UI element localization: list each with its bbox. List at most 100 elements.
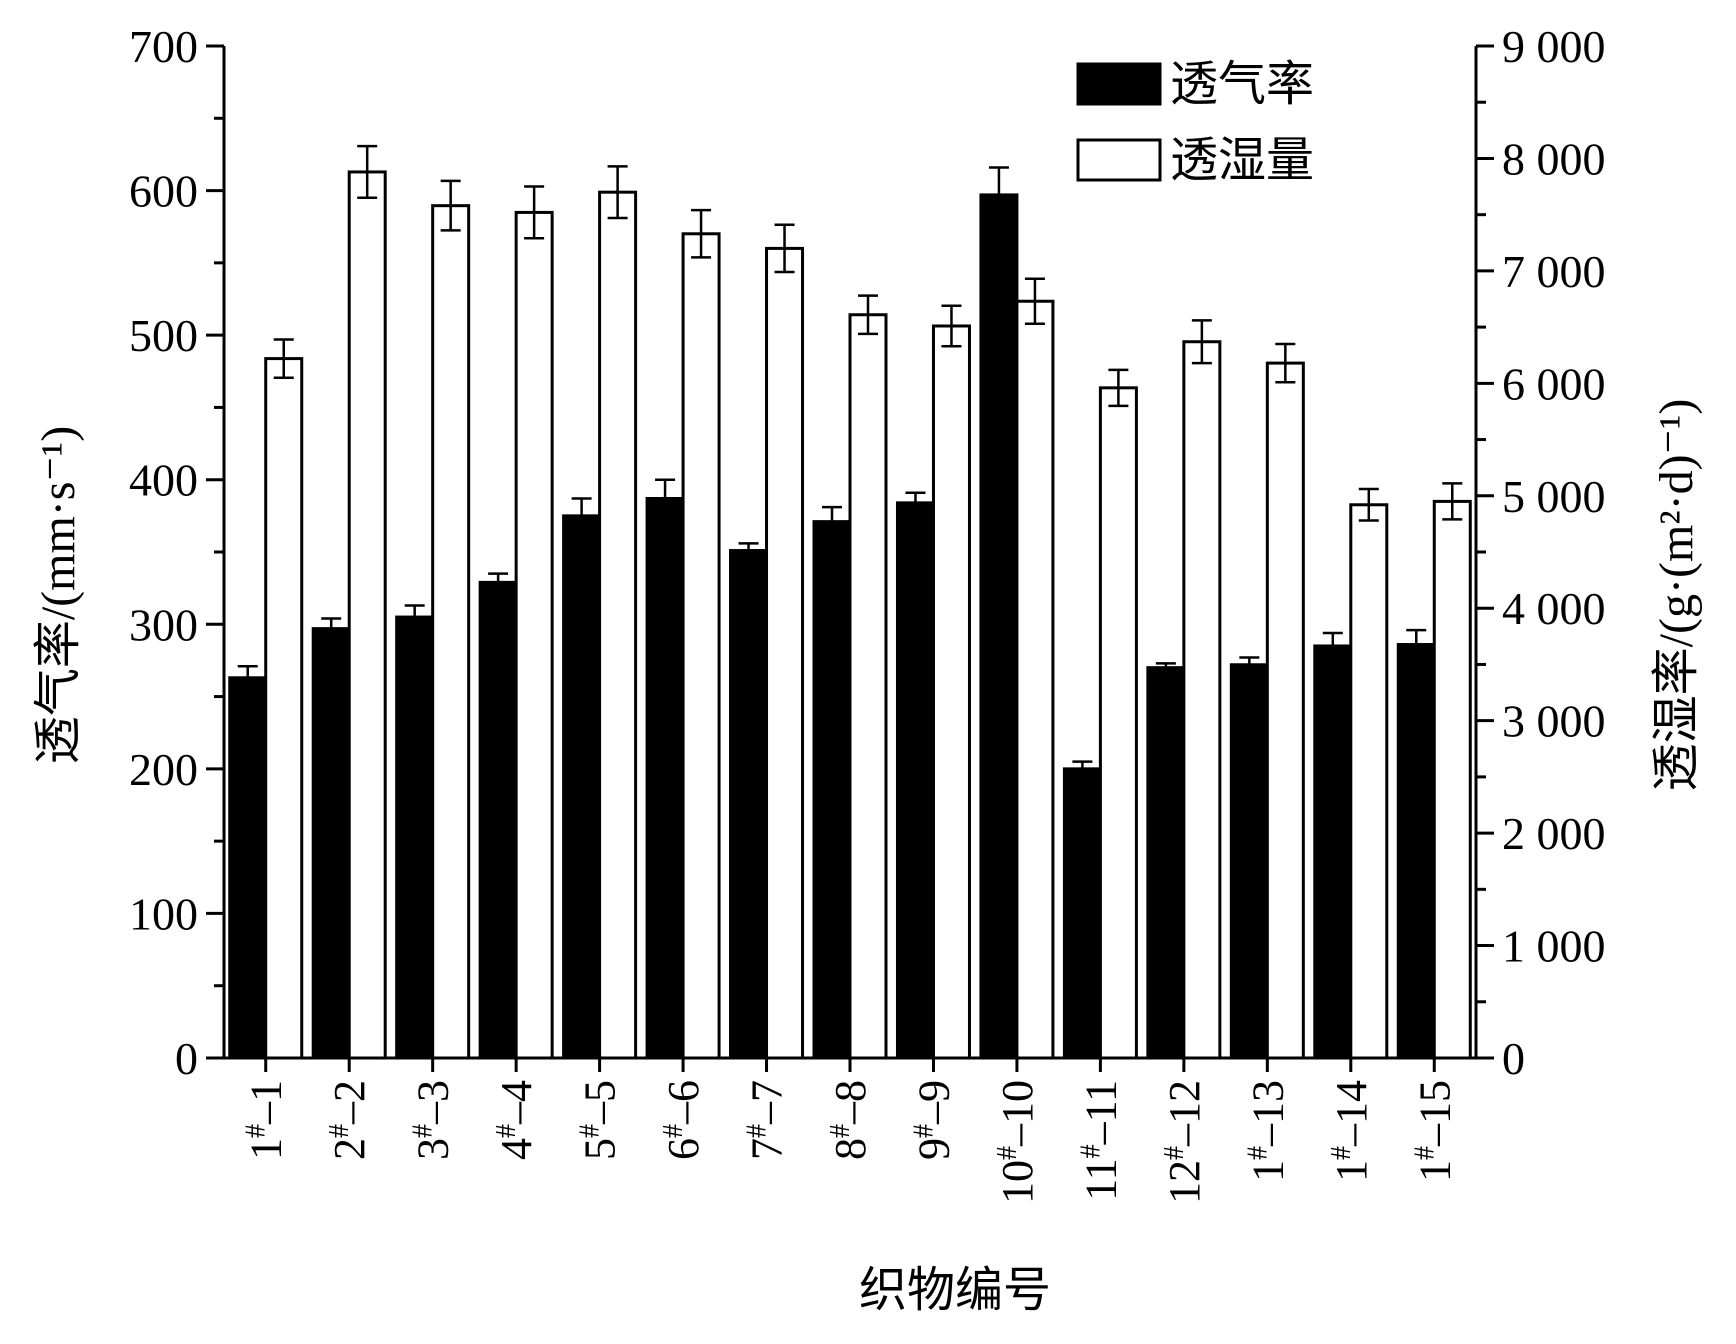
error-bar-moisture-permeability-12 <box>1191 319 1212 365</box>
bar-moisture-permeability-13 <box>1265 361 1305 1060</box>
category-label-2: 2#–2 <box>324 1080 374 1160</box>
error-bar-moisture-permeability-14 <box>1358 487 1379 522</box>
bar-moisture-permeability-9 <box>931 324 971 1060</box>
right-y-tick-label: 1 000 <box>1502 921 1606 972</box>
bar-air-permeability-7 <box>729 549 769 1060</box>
error-bar-air-permeability-2 <box>321 617 342 640</box>
error-bar-air-permeability-9 <box>905 491 926 515</box>
error-bar-moisture-permeability-13 <box>1275 342 1296 384</box>
bar-air-permeability-10 <box>979 193 1019 1060</box>
left-y-tick-label: 600 <box>129 166 198 217</box>
bar-air-permeability-13 <box>1229 663 1269 1060</box>
category-label-5: 5#–5 <box>575 1080 625 1160</box>
legend-label-air-permeability: 透气率 <box>1170 58 1314 111</box>
bar-moisture-permeability-7 <box>765 246 805 1060</box>
error-bar-air-permeability-11 <box>1072 760 1093 778</box>
category-label-12: 12#–12 <box>1159 1080 1209 1204</box>
category-label-13: 1#–13 <box>1242 1080 1292 1182</box>
error-bar-air-permeability-15 <box>1406 628 1427 661</box>
axes-layer <box>206 44 1494 1072</box>
error-bar-moisture-permeability-11 <box>1108 368 1129 408</box>
bar-moisture-permeability-6 <box>681 232 721 1060</box>
error-bar-moisture-permeability-9 <box>941 304 962 348</box>
error-bar-air-permeability-4 <box>488 572 509 593</box>
left-y-axis-title: 透气率/(mm·s⁻¹) <box>32 426 85 764</box>
right-y-tick-label: 2 000 <box>1502 808 1606 859</box>
x-axis-title: 织物编号 <box>859 1264 1051 1317</box>
error-bar-moisture-permeability-8 <box>858 294 878 336</box>
bar-air-permeability-1 <box>228 676 268 1060</box>
right-y-tick-label: 7 000 <box>1502 246 1606 297</box>
bar-moisture-permeability-4 <box>514 210 554 1060</box>
bar-moisture-permeability-10 <box>1015 299 1055 1060</box>
error-bar-air-permeability-10 <box>988 166 1009 224</box>
left-y-tick-label: 700 <box>129 21 198 72</box>
bar-air-permeability-2 <box>311 627 351 1060</box>
bar-air-permeability-3 <box>395 615 435 1060</box>
bar-air-permeability-6 <box>645 497 685 1060</box>
bar-moisture-permeability-8 <box>848 313 888 1060</box>
bar-moisture-permeability-11 <box>1098 386 1138 1060</box>
error-bar-air-permeability-3 <box>404 604 425 630</box>
left-y-tick-label: 500 <box>129 310 198 361</box>
legend-swatch-moisture-permeability <box>1076 138 1162 182</box>
error-bar-moisture-permeability-4 <box>524 185 545 240</box>
category-label-6: 6#–6 <box>658 1080 708 1160</box>
bar-air-permeability-14 <box>1313 644 1353 1060</box>
error-bar-moisture-permeability-2 <box>357 144 378 200</box>
legend-swatch-air-permeability <box>1076 62 1162 106</box>
error-bar-moisture-permeability-15 <box>1442 482 1463 521</box>
right-y-tick-label: 5 000 <box>1502 471 1606 522</box>
bar-air-permeability-15 <box>1396 643 1436 1060</box>
category-label-15: 1#–15 <box>1409 1080 1459 1182</box>
right-y-tick-label: 3 000 <box>1502 696 1606 747</box>
bar-moisture-permeability-5 <box>598 190 638 1060</box>
category-label-4: 4#–4 <box>491 1080 541 1160</box>
error-bar-air-permeability-5 <box>571 497 592 535</box>
category-label-10: 10#–10 <box>992 1080 1042 1204</box>
category-label-3: 3#–3 <box>408 1080 458 1160</box>
legend-label-moisture-permeability: 透湿量 <box>1170 134 1314 187</box>
error-bar-air-permeability-8 <box>822 505 842 538</box>
bar-air-permeability-11 <box>1062 767 1102 1060</box>
right-y-tick-label: 0 <box>1502 1033 1525 1084</box>
bar-moisture-permeability-3 <box>431 204 471 1060</box>
labels-layer: 0 100 200 300 400 500 600 700 0 1 000 2 000 3 000 4 … <box>129 21 1606 1204</box>
left-y-tick-label: 0 <box>175 1033 198 1084</box>
category-label-14: 1#–14 <box>1326 1080 1376 1182</box>
left-y-tick-label: 200 <box>129 744 198 795</box>
error-bar-air-permeability-1 <box>237 664 258 691</box>
error-bar-air-permeability-13 <box>1239 656 1260 674</box>
bar-moisture-permeability-15 <box>1432 499 1472 1060</box>
error-bar-air-permeability-7 <box>738 542 759 560</box>
right-y-tick-label: 9 000 <box>1502 21 1606 72</box>
bar-moisture-permeability-14 <box>1349 503 1389 1060</box>
right-y-tick-label: 8 000 <box>1502 133 1606 184</box>
right-y-tick-label: 6 000 <box>1502 358 1606 409</box>
bar-moisture-permeability-12 <box>1182 340 1222 1060</box>
error-bar-air-permeability-6 <box>655 478 676 519</box>
error-bar-moisture-permeability-5 <box>607 165 628 220</box>
error-bar-moisture-permeability-3 <box>440 179 461 232</box>
left-y-tick-label: 400 <box>129 455 198 506</box>
error-bar-moisture-permeability-1 <box>273 338 294 379</box>
bar-air-permeability-8 <box>812 520 852 1060</box>
bar-moisture-permeability-1 <box>264 357 304 1060</box>
left-y-tick-label: 300 <box>129 599 198 650</box>
category-label-7: 7#–7 <box>742 1080 792 1160</box>
right-y-axis-title: 透湿率/(g·(m²·d)⁻¹) <box>1650 399 1703 792</box>
bar-air-permeability-12 <box>1146 666 1186 1060</box>
legend: 透气率 透湿量 <box>1076 58 1314 187</box>
bars-layer <box>228 144 1472 1060</box>
error-bar-air-permeability-14 <box>1322 631 1343 661</box>
bar-air-permeability-5 <box>562 514 602 1060</box>
category-label-9: 9#–9 <box>908 1080 958 1160</box>
bar-air-permeability-9 <box>895 501 935 1060</box>
category-label-1: 1#–1 <box>241 1080 291 1160</box>
error-bar-moisture-permeability-7 <box>774 223 795 274</box>
bar-moisture-permeability-2 <box>347 170 387 1060</box>
error-bar-air-permeability-12 <box>1155 662 1176 674</box>
error-bar-moisture-permeability-6 <box>691 208 712 259</box>
category-label-11: 11#–11 <box>1075 1080 1125 1201</box>
